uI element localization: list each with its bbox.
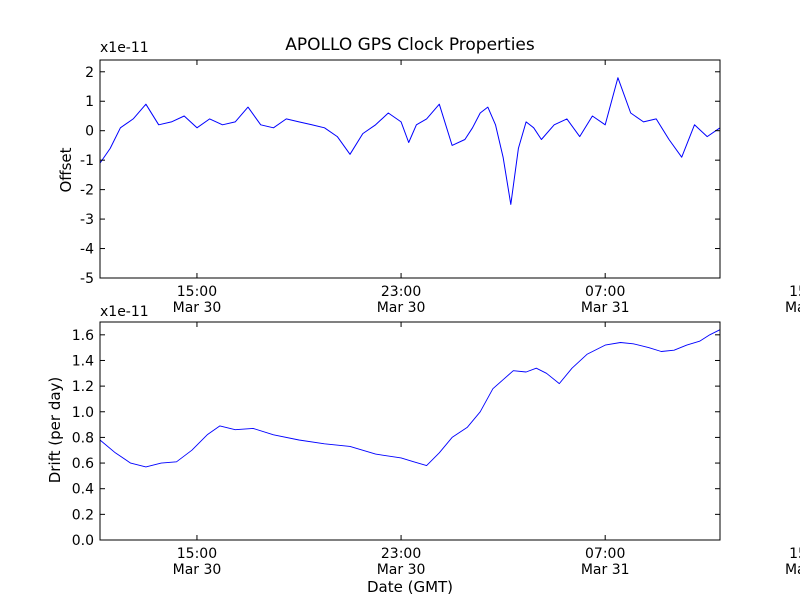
offset-x-tick-date: Mar 30 — [377, 300, 426, 316]
drift-x-tick-time: 15:00 — [177, 546, 217, 562]
drift-y-tick-label: 1.0 — [72, 405, 94, 421]
figure-title: APOLLO GPS Clock Properties — [285, 35, 535, 55]
offset-y-tick-label: -5 — [80, 271, 94, 287]
offset-x-tick-date: Mar 31 — [785, 300, 800, 316]
drift-y-tick-label: 0.8 — [72, 430, 94, 446]
offset-x-tick-time: 15:00 — [177, 284, 217, 300]
drift-x-tick-time: 15:00 — [789, 546, 800, 562]
offset-series — [99, 77, 721, 205]
drift-x-tick-date: Mar 30 — [377, 562, 426, 578]
drift-plot-frame — [99, 321, 721, 541]
offset-y-tick-label: -4 — [80, 242, 94, 258]
drift-y-tick-label: 0.2 — [72, 507, 94, 523]
drift-x-tick-time: 23:00 — [381, 546, 421, 562]
offset-plot-frame — [99, 59, 721, 279]
offset-plot: APOLLO GPS Clock Properties x1e-11 Offse… — [57, 35, 800, 316]
drift-x-tick-date: Mar 30 — [173, 562, 222, 578]
drift-x-tick-date: Mar 31 — [581, 562, 630, 578]
drift-y-tick-label: 1.4 — [72, 353, 94, 369]
offset-y-tick-label: 2 — [85, 65, 94, 81]
drift-line-0 — [99, 321, 721, 540]
offset-y-ticks: -5 -4 -3 -2 -1 0 1 2 — [80, 65, 720, 287]
offset-y-axis-label: Offset — [57, 147, 75, 192]
offset-y-tick-label: 0 — [85, 124, 94, 140]
offset-y-tick-label: -1 — [80, 153, 94, 169]
drift-y-multiplier: x1e-11 — [100, 304, 149, 320]
offset-y-tick-label: 1 — [85, 94, 94, 110]
offset-y-tick-label: -2 — [80, 183, 94, 199]
drift-y-tick-label: 1.6 — [72, 328, 94, 344]
offset-line-0 — [99, 77, 721, 205]
drift-series — [99, 321, 721, 540]
offset-y-multiplier: x1e-11 — [100, 40, 149, 56]
offset-x-tick-date: Mar 31 — [581, 300, 630, 316]
drift-y-axis-label: Drift (per day) — [46, 377, 64, 484]
offset-x-tick-time: 15:00 — [789, 284, 800, 300]
drift-plot: x1e-11 Drift (per day) Date (GMT) 0.0 0.2… — [46, 304, 800, 596]
offset-x-tick-time: 23:00 — [381, 284, 421, 300]
offset-y-tick-label: -3 — [80, 212, 94, 228]
drift-y-ticks: 0.0 0.2 0.4 0.6 0.8 1.0 1.2 1.4 1.6 — [72, 328, 720, 549]
drift-y-tick-label: 0.6 — [72, 456, 94, 472]
drift-y-tick-label: 1.2 — [72, 379, 94, 395]
drift-x-tick-time: 07:00 — [585, 546, 625, 562]
drift-y-tick-label: 0.0 — [72, 533, 94, 549]
drift-y-tick-label: 0.4 — [72, 482, 94, 498]
drift-x-axis-label: Date (GMT) — [367, 578, 453, 596]
offset-x-tick-time: 07:00 — [585, 284, 625, 300]
offset-x-tick-date: Mar 30 — [173, 300, 222, 316]
drift-x-tick-date: Mar 31 — [785, 562, 800, 578]
